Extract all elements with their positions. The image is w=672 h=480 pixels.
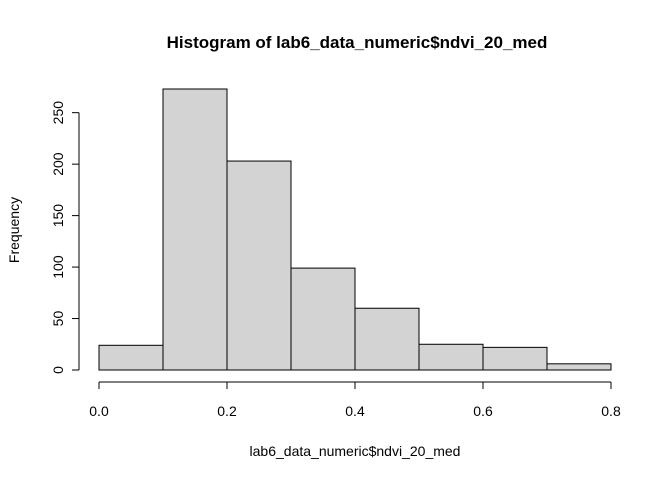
y-tick-label-1: 50 bbox=[50, 311, 66, 327]
bars-group bbox=[98, 88, 612, 371]
x-tick-label-2: 0.4 bbox=[345, 403, 365, 419]
histogram-bar-5 bbox=[418, 343, 484, 371]
x-tick-label-0: 0.0 bbox=[89, 403, 109, 419]
x-axis: 0.0 0.2 0.4 0.6 0.8 bbox=[89, 381, 621, 419]
x-axis-label: lab6_data_numeric$ndvi_20_med bbox=[250, 443, 461, 459]
histogram-bar-6 bbox=[482, 346, 548, 371]
histogram-bar-0 bbox=[98, 344, 164, 371]
histogram-bar-2 bbox=[226, 160, 292, 371]
y-tick-label-4: 200 bbox=[50, 152, 66, 176]
y-tick-label-0: 0 bbox=[50, 366, 66, 374]
chart-title: Histogram of lab6_data_numeric$ndvi_20_m… bbox=[167, 33, 548, 52]
y-tick-label-2: 100 bbox=[50, 255, 66, 279]
histogram-bar-4 bbox=[354, 307, 420, 371]
y-axis: 0 50 100 150 200 250 bbox=[50, 101, 80, 374]
y-axis-label: Frequency bbox=[6, 197, 22, 263]
x-tick-label-3: 0.6 bbox=[473, 403, 493, 419]
histogram-bar-3 bbox=[290, 267, 356, 371]
x-tick-label-1: 0.2 bbox=[217, 403, 237, 419]
histogram-bar-7 bbox=[546, 363, 612, 371]
histogram-bar-1 bbox=[162, 88, 228, 371]
x-tick-label-4: 0.8 bbox=[601, 403, 621, 419]
y-tick-label-3: 150 bbox=[50, 204, 66, 228]
y-tick-label-5: 250 bbox=[50, 101, 66, 125]
